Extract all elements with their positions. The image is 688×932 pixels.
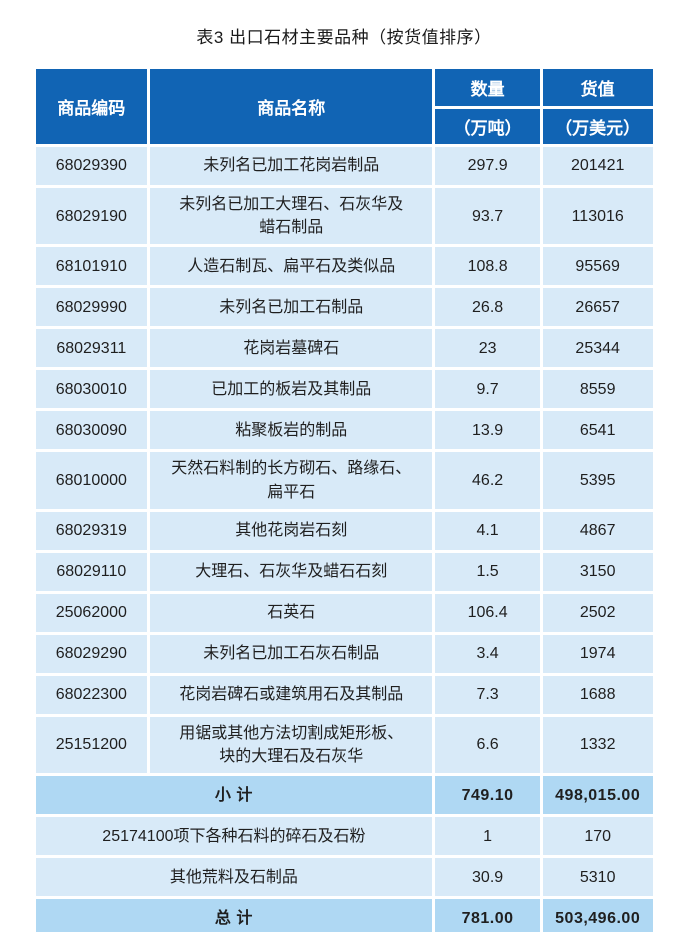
product-name-cell: 未列名已加工花岗岩制品 (150, 147, 433, 185)
quantity-cell: 297.9 (435, 147, 540, 185)
table-row: 68029190 未列名已加工大理石、石灰华及 蜡石制品 93.7 113016 (35, 188, 653, 245)
header-quantity-unit: （万吨） (435, 109, 540, 144)
quantity-cell: 23 (435, 329, 540, 368)
product-code-cell: 68101910 (35, 247, 148, 286)
summary-row: 小 计 749.10 498,015.00 (35, 776, 653, 815)
quantity-cell: 1 (435, 817, 540, 856)
summary-label-cell: 小 计 (35, 776, 433, 815)
value-cell: 498,015.00 (542, 776, 653, 815)
quantity-cell: 4.1 (435, 511, 540, 550)
product-code-cell: 68030090 (35, 411, 148, 450)
quantity-cell: 30.9 (435, 858, 540, 897)
product-code-cell: 68029110 (35, 552, 148, 591)
product-name-cell: 大理石、石灰华及蜡石石刻 (150, 552, 433, 591)
quantity-cell: 9.7 (435, 370, 540, 409)
header-value-unit: （万美元） (542, 109, 653, 144)
table-row: 68101910 人造石制瓦、扁平石及类似品 108.8 95569 (35, 247, 653, 286)
table-row: 68010000 天然石料制的长方砌石、路缘石、 扁平石 46.2 5395 (35, 452, 653, 509)
quantity-cell: 108.8 (435, 247, 540, 286)
product-name-cell: 花岗岩碑石或建筑用石及其制品 (150, 675, 433, 714)
value-cell: 2502 (542, 593, 653, 632)
header-quantity: 数量 (435, 69, 540, 106)
quantity-cell: 106.4 (435, 593, 540, 632)
quantity-cell: 26.8 (435, 288, 540, 327)
value-cell: 1688 (542, 675, 653, 714)
table-row: 68029290 未列名已加工石灰石制品 3.4 1974 (35, 634, 653, 673)
table-body: 68029390 未列名已加工花岗岩制品 297.9 201421 680291… (35, 147, 653, 932)
product-code-cell: 68029390 (35, 147, 148, 185)
value-cell: 5310 (542, 858, 653, 897)
product-name-cell: 已加工的板岩及其制品 (150, 370, 433, 409)
summary-row: 总 计 781.00 503,496.00 (35, 899, 653, 932)
value-cell: 4867 (542, 511, 653, 550)
quantity-cell: 46.2 (435, 452, 540, 509)
export-stone-table: 商品编码 商品名称 数量 货值 （万吨） （万美元） 68029390 未列名已… (33, 66, 656, 932)
value-cell: 113016 (542, 188, 653, 245)
header-product-code: 商品编码 (35, 69, 148, 144)
table-row: 68022300 花岗岩碑石或建筑用石及其制品 7.3 1688 (35, 675, 653, 714)
product-name-cell: 用锯或其他方法切割成矩形板、 块的大理石及石灰华 (150, 716, 433, 774)
table-row: 68029390 未列名已加工花岗岩制品 297.9 201421 (35, 147, 653, 185)
table-row: 68029110 大理石、石灰华及蜡石石刻 1.5 3150 (35, 552, 653, 591)
value-cell: 1974 (542, 634, 653, 673)
product-name-cell: 花岗岩墓碑石 (150, 329, 433, 368)
product-code-cell: 68029990 (35, 288, 148, 327)
table-header: 商品编码 商品名称 数量 货值 （万吨） （万美元） (35, 69, 653, 144)
value-cell: 26657 (542, 288, 653, 327)
product-name-cell: 未列名已加工石灰石制品 (150, 634, 433, 673)
product-code-cell: 68029290 (35, 634, 148, 673)
table-row: 68030090 粘聚板岩的制品 13.9 6541 (35, 411, 653, 450)
product-code-cell: 25062000 (35, 593, 148, 632)
summary-row: 25174100项下各种石料的碎石及石粉 1 170 (35, 817, 653, 856)
product-code-cell: 68022300 (35, 675, 148, 714)
summary-label-cell: 25174100项下各种石料的碎石及石粉 (35, 817, 433, 856)
quantity-cell: 7.3 (435, 675, 540, 714)
value-cell: 170 (542, 817, 653, 856)
product-name-cell: 粘聚板岩的制品 (150, 411, 433, 450)
table-row: 68030010 已加工的板岩及其制品 9.7 8559 (35, 370, 653, 409)
product-name-cell: 未列名已加工大理石、石灰华及 蜡石制品 (150, 188, 433, 245)
quantity-cell: 3.4 (435, 634, 540, 673)
quantity-cell: 1.5 (435, 552, 540, 591)
product-code-cell: 68030010 (35, 370, 148, 409)
value-cell: 95569 (542, 247, 653, 286)
table-row: 25062000 石英石 106.4 2502 (35, 593, 653, 632)
product-name-cell: 天然石料制的长方砌石、路缘石、 扁平石 (150, 452, 433, 509)
quantity-cell: 13.9 (435, 411, 540, 450)
product-code-cell: 68029311 (35, 329, 148, 368)
value-cell: 201421 (542, 147, 653, 185)
product-code-cell: 25151200 (35, 716, 148, 774)
value-cell: 25344 (542, 329, 653, 368)
summary-row: 其他荒料及石制品 30.9 5310 (35, 858, 653, 897)
summary-label-cell: 其他荒料及石制品 (35, 858, 433, 897)
value-cell: 503,496.00 (542, 899, 653, 932)
header-product-name: 商品名称 (150, 69, 433, 144)
value-cell: 8559 (542, 370, 653, 409)
page-title: 表3 出口石材主要品种（按货值排序） (196, 28, 492, 47)
value-cell: 3150 (542, 552, 653, 591)
table-row: 68029990 未列名已加工石制品 26.8 26657 (35, 288, 653, 327)
table-row: 25151200 用锯或其他方法切割成矩形板、 块的大理石及石灰华 6.6 13… (35, 716, 653, 774)
header-value: 货值 (542, 69, 653, 106)
quantity-cell: 749.10 (435, 776, 540, 815)
product-code-cell: 68029319 (35, 511, 148, 550)
quantity-cell: 93.7 (435, 188, 540, 245)
value-cell: 1332 (542, 716, 653, 774)
product-name-cell: 未列名已加工石制品 (150, 288, 433, 327)
value-cell: 6541 (542, 411, 653, 450)
quantity-cell: 781.00 (435, 899, 540, 932)
table-row: 68029319 其他花岗岩石刻 4.1 4867 (35, 511, 653, 550)
product-name-cell: 人造石制瓦、扁平石及类似品 (150, 247, 433, 286)
product-code-cell: 68010000 (35, 452, 148, 509)
table-row: 68029311 花岗岩墓碑石 23 25344 (35, 329, 653, 368)
quantity-cell: 6.6 (435, 716, 540, 774)
product-name-cell: 其他花岗岩石刻 (150, 511, 433, 550)
product-code-cell: 68029190 (35, 188, 148, 245)
value-cell: 5395 (542, 452, 653, 509)
summary-label-cell: 总 计 (35, 899, 433, 932)
product-name-cell: 石英石 (150, 593, 433, 632)
